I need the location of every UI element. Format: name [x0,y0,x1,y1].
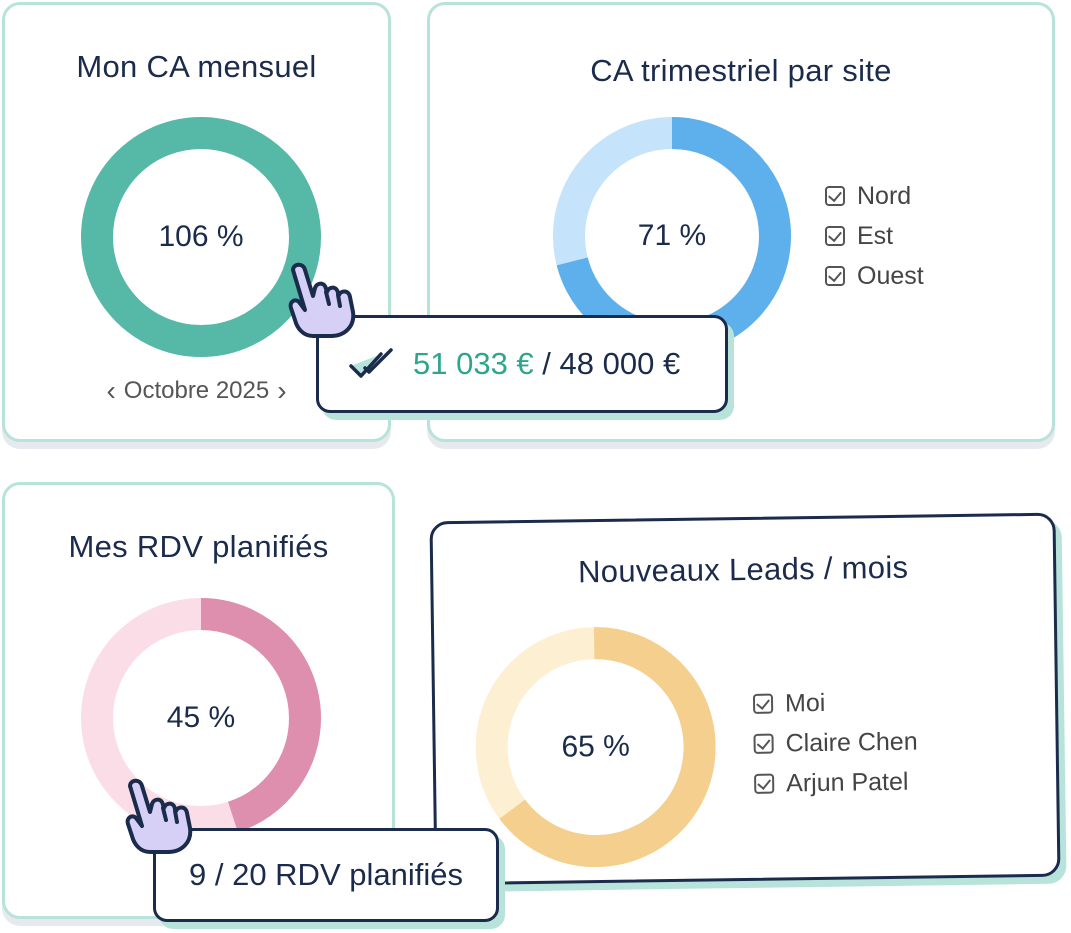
card-new-leads: Nouveaux Leads / mois 65 % Moi Claire Ch… [429,512,1061,886]
checkbox-checked-icon[interactable] [825,266,845,286]
legend-item-est[interactable]: Est [825,216,924,256]
checkbox-checked-icon[interactable] [752,693,774,714]
card-title: Nouveaux Leads / mois [577,549,909,590]
legend-sites: Nord Est Ouest [825,176,924,296]
checkbox-checked-icon[interactable] [825,226,845,246]
legend-label: Moi [784,688,826,717]
rdv-tooltip: 9 / 20 RDV planifiés [153,828,499,922]
legend-label: Ouest [857,261,924,290]
period-selector: ‹ Octobre 2025 › [5,375,388,407]
legend-label: Arjun Patel [785,767,909,797]
checkbox-checked-icon[interactable] [825,186,845,206]
period-label: Octobre 2025 [123,377,270,404]
card-title: CA trimestriel par site [590,53,892,88]
revenue-achieved: 51 033 € [413,346,534,381]
donut-chart-monthly[interactable]: 106 % [81,117,321,357]
pointer-hand-icon [120,778,196,863]
revenue-target: 48 000 € [559,346,681,381]
donut-chart-leads[interactable]: 65 % [474,625,717,868]
legend-item-arjun-patel[interactable]: Arjun Patel [754,762,919,804]
donut-percent-label: 71 % [637,219,707,252]
checkbox-checked-icon[interactable] [754,773,775,794]
revenue-separator: / [533,346,560,381]
legend-item-moi[interactable]: Moi [752,682,918,724]
legend-item-claire-chen[interactable]: Claire Chen [753,722,918,764]
checkbox-checked-icon[interactable] [753,733,774,754]
legend-label: Claire Chen [785,727,918,757]
donut-percent-label: 45 % [166,701,236,734]
legend-item-ouest[interactable]: Ouest [825,256,924,296]
chevron-right-icon[interactable]: › [277,375,287,406]
legend-label: Nord [857,181,912,210]
card-monthly-revenue: Mon CA mensuel 106 % ‹ Octobre 2025 › [2,2,391,442]
donut-percent-label: 106 % [158,220,244,253]
pointer-hand-icon [283,262,359,347]
donut-chart-rdv[interactable]: 45 % [81,598,321,838]
legend-label: Est [857,221,894,250]
card-title: Mon CA mensuel [76,49,317,84]
card-title: Mes RDV planifiés [68,529,329,564]
legend-users: Moi Claire Chen Arjun Patel [752,682,919,804]
legend-item-nord[interactable]: Nord [825,176,924,216]
donut-percent-label: 65 % [561,729,631,764]
double-check-icon [347,344,397,384]
chevron-left-icon[interactable]: ‹ [106,375,116,406]
revenue-tooltip: 51 033 € / 48 000 € [316,315,728,413]
rdv-tooltip-text: 9 / 20 RDV planifiés [189,857,463,892]
